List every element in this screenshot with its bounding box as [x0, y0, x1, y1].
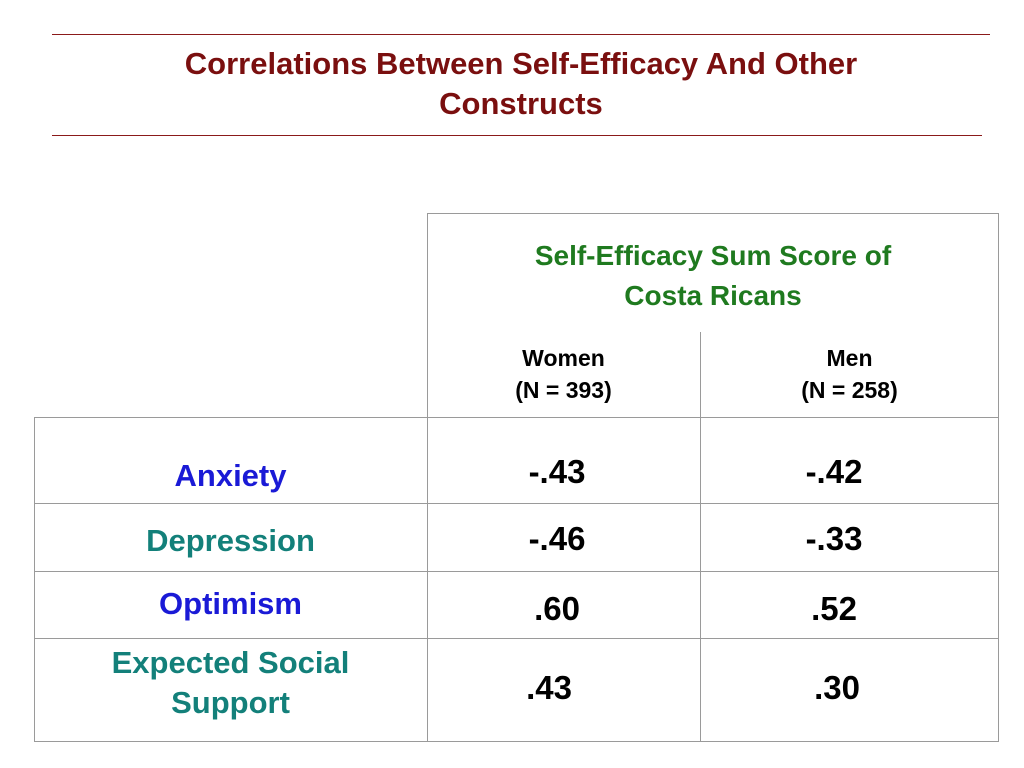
- slide-title: Correlations Between Self-Efficacy And O…: [52, 44, 990, 124]
- column-sample-size: (N = 258): [801, 377, 898, 403]
- value-depression-men: -.33: [805, 520, 863, 557]
- grid-line: [427, 213, 999, 214]
- title-top-rule: [52, 34, 990, 35]
- column-name: Women: [522, 345, 605, 371]
- grid-line: [34, 571, 999, 572]
- grid-line: [998, 213, 999, 741]
- column-sample-size: (N = 393): [515, 377, 612, 403]
- value-optimism-men: .52: [811, 590, 857, 627]
- value-expected-social-support-women: .43: [526, 669, 572, 706]
- value-optimism-women: .60: [534, 590, 580, 627]
- value-anxiety-women: -.43: [528, 453, 586, 490]
- value-depression-women: -.46: [528, 520, 586, 557]
- column-header-women: Women (N = 393): [427, 342, 700, 406]
- column-header-men: Men (N = 258): [700, 342, 999, 406]
- slide-title-line-2: Constructs: [439, 86, 603, 121]
- row-label-expected-social-support: Expected Social Support: [34, 643, 427, 723]
- grid-line: [700, 332, 701, 741]
- row-label-anxiety: Anxiety: [174, 458, 287, 493]
- grid-line: [427, 213, 428, 741]
- row-label-line-1: Expected Social: [111, 645, 350, 680]
- grid-line: [34, 741, 999, 742]
- row-label-line-2: Support: [171, 685, 290, 720]
- grid-line: [34, 638, 999, 639]
- value-anxiety-men: -.42: [805, 453, 863, 490]
- grid-line: [34, 417, 35, 741]
- grid-line: [34, 417, 999, 418]
- column-name: Men: [826, 345, 873, 371]
- title-bottom-rule: [52, 135, 982, 136]
- group-header-line-1: Self-Efficacy Sum Score of: [534, 240, 892, 271]
- row-label-depression: Depression: [146, 523, 315, 558]
- group-header: Self-Efficacy Sum Score of Costa Ricans: [427, 236, 999, 316]
- value-expected-social-support-men: .30: [814, 669, 860, 706]
- group-header-line-2: Costa Ricans: [624, 280, 802, 311]
- grid-line: [34, 503, 999, 504]
- slide-title-line-1: Correlations Between Self-Efficacy And O…: [184, 46, 858, 81]
- row-label-optimism: Optimism: [159, 586, 302, 621]
